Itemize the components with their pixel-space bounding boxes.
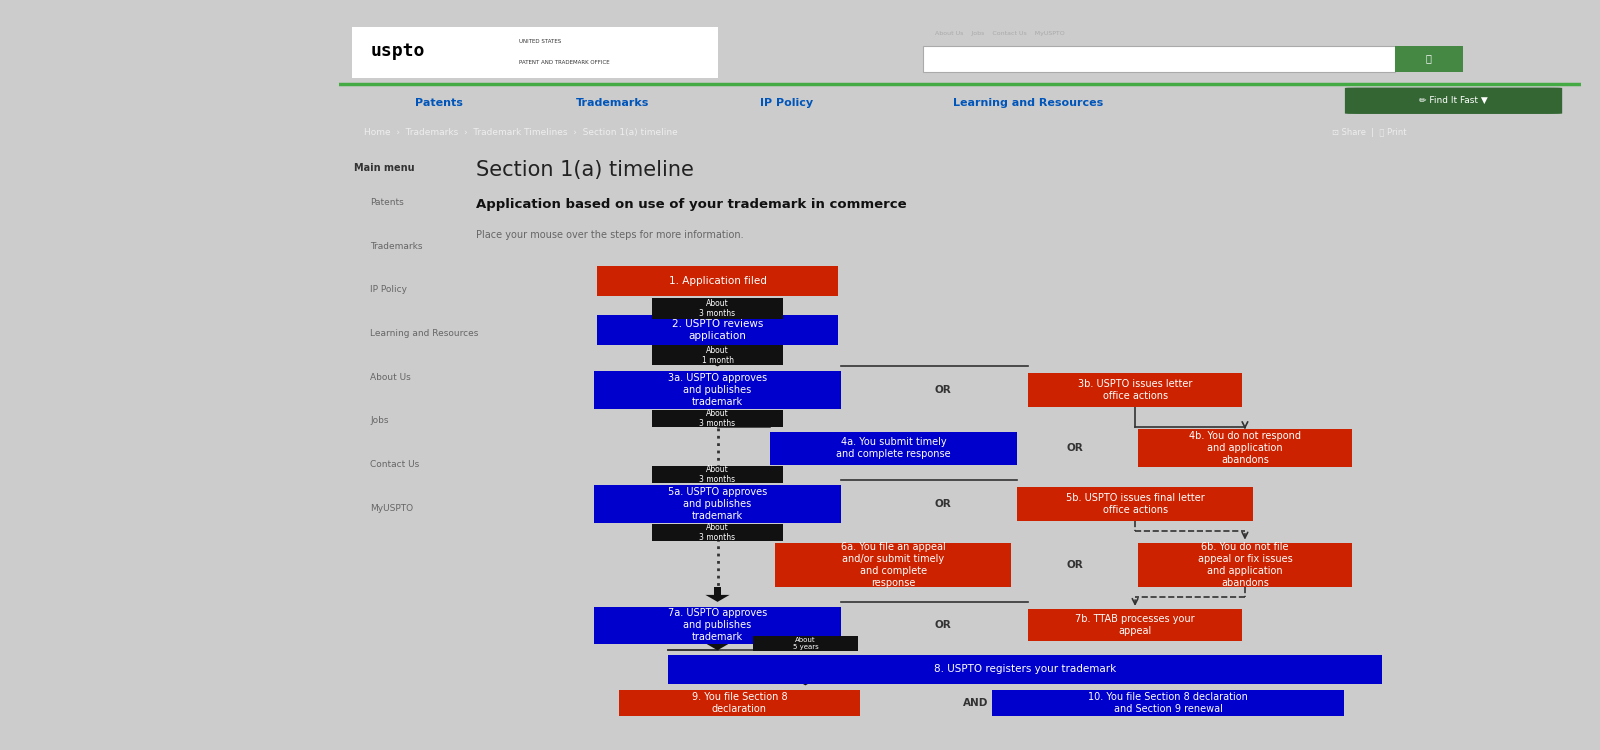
Text: 5b. USPTO issues final letter
office actions: 5b. USPTO issues final letter office act… [1066, 494, 1205, 515]
Text: Trademarks: Trademarks [576, 98, 650, 108]
FancyBboxPatch shape [1138, 542, 1352, 586]
Polygon shape [706, 473, 730, 481]
Text: About Us    Jobs    Contact Us    MyUSPTO: About Us Jobs Contact Us MyUSPTO [934, 31, 1066, 36]
FancyBboxPatch shape [594, 371, 842, 410]
Polygon shape [706, 595, 730, 602]
FancyBboxPatch shape [1027, 609, 1242, 641]
Polygon shape [706, 303, 730, 310]
Text: About
3 months: About 3 months [699, 465, 736, 484]
Text: 4a. You submit timely
and complete response: 4a. You submit timely and complete respo… [837, 437, 950, 459]
FancyBboxPatch shape [776, 542, 1011, 586]
Text: ✏ Find It Fast ▼: ✏ Find It Fast ▼ [1419, 96, 1488, 105]
FancyBboxPatch shape [651, 410, 784, 428]
Text: ⌕: ⌕ [1426, 53, 1430, 64]
Text: 4b. You do not respond
and application
abandons: 4b. You do not respond and application a… [1189, 431, 1301, 465]
Text: About
3 months: About 3 months [699, 409, 736, 428]
FancyBboxPatch shape [597, 266, 838, 296]
Text: Contact Us: Contact Us [370, 460, 419, 469]
FancyBboxPatch shape [594, 607, 842, 644]
Polygon shape [794, 679, 818, 686]
Text: Learning and Resources: Learning and Resources [370, 329, 478, 338]
Text: 10. You file Section 8 declaration
and Section 9 renewal: 10. You file Section 8 declaration and S… [1088, 692, 1248, 714]
Text: IP Policy: IP Policy [370, 286, 408, 295]
Text: OR: OR [1066, 560, 1083, 570]
Text: Place your mouse over the steps for more information.: Place your mouse over the steps for more… [475, 230, 744, 240]
Text: uspto: uspto [370, 42, 424, 60]
Text: AND: AND [963, 698, 989, 708]
Text: 1. Application filed: 1. Application filed [669, 276, 766, 286]
Text: ⊡ Share  |  🖨 Print: ⊡ Share | 🖨 Print [1333, 128, 1406, 137]
Text: 8. USPTO registers your trademark: 8. USPTO registers your trademark [934, 664, 1117, 674]
Text: About
3 months: About 3 months [699, 523, 736, 542]
FancyBboxPatch shape [669, 655, 1382, 684]
Text: OR: OR [934, 386, 950, 395]
Text: Patents: Patents [414, 98, 462, 108]
Text: IP Policy: IP Policy [760, 98, 813, 108]
FancyBboxPatch shape [651, 298, 784, 320]
FancyBboxPatch shape [651, 346, 784, 365]
Text: Trademarks: Trademarks [370, 242, 422, 250]
Text: Application based on use of your trademark in commerce: Application based on use of your tradema… [475, 198, 907, 211]
Polygon shape [706, 644, 730, 650]
FancyBboxPatch shape [1018, 488, 1253, 521]
Text: 6a. You file an appeal
and/or submit timely
and complete
response: 6a. You file an appeal and/or submit tim… [842, 542, 946, 588]
Text: About
1 month: About 1 month [701, 346, 733, 365]
Text: 2. USPTO reviews
application: 2. USPTO reviews application [672, 319, 763, 340]
FancyBboxPatch shape [1027, 374, 1242, 407]
Text: Learning and Resources: Learning and Resources [954, 98, 1104, 108]
FancyBboxPatch shape [619, 690, 861, 715]
Text: About
5 years: About 5 years [792, 637, 818, 650]
Text: OR: OR [1066, 443, 1083, 453]
FancyBboxPatch shape [923, 46, 1395, 72]
Text: PATENT AND TRADEMARK OFFICE: PATENT AND TRADEMARK OFFICE [520, 59, 610, 64]
FancyBboxPatch shape [1138, 429, 1352, 467]
Polygon shape [706, 359, 730, 367]
Text: Home  ›  Trademarks  ›  Trademark Timelines  ›  Section 1(a) timeline: Home › Trademarks › Trademark Timelines … [365, 128, 678, 137]
Text: About
3 months: About 3 months [699, 299, 736, 319]
Text: About Us: About Us [370, 373, 411, 382]
Text: 7b. TTAB processes your
appeal: 7b. TTAB processes your appeal [1075, 614, 1195, 636]
Text: 7a. USPTO approves
and publishes
trademark: 7a. USPTO approves and publishes tradema… [667, 608, 766, 642]
FancyBboxPatch shape [754, 636, 858, 651]
FancyBboxPatch shape [651, 466, 784, 483]
Text: Patents: Patents [370, 198, 403, 207]
Text: Section 1(a) timeline: Section 1(a) timeline [475, 160, 694, 181]
FancyBboxPatch shape [1346, 88, 1562, 114]
FancyBboxPatch shape [770, 431, 1018, 465]
Text: UNITED STATES: UNITED STATES [520, 39, 562, 44]
Text: OR: OR [934, 500, 950, 509]
FancyBboxPatch shape [714, 586, 722, 595]
FancyBboxPatch shape [597, 314, 838, 345]
Polygon shape [706, 420, 730, 427]
Text: OR: OR [934, 620, 950, 630]
FancyBboxPatch shape [651, 524, 784, 542]
Text: 3b. USPTO issues letter
office actions: 3b. USPTO issues letter office actions [1078, 380, 1192, 401]
FancyBboxPatch shape [992, 690, 1344, 715]
FancyBboxPatch shape [1395, 46, 1462, 72]
Text: Jobs: Jobs [370, 416, 389, 425]
Text: 3a. USPTO approves
and publishes
trademark: 3a. USPTO approves and publishes tradema… [667, 374, 766, 407]
Text: 6b. You do not file
appeal or fix issues
and application
abandons: 6b. You do not file appeal or fix issues… [1197, 542, 1293, 588]
FancyBboxPatch shape [352, 27, 718, 78]
Text: Main menu: Main menu [354, 164, 414, 173]
Text: 9. You file Section 8
declaration: 9. You file Section 8 declaration [691, 692, 787, 714]
Text: 5a. USPTO approves
and publishes
trademark: 5a. USPTO approves and publishes tradema… [667, 488, 766, 521]
FancyBboxPatch shape [594, 485, 842, 524]
Text: MyUSPTO: MyUSPTO [370, 503, 413, 512]
Polygon shape [706, 531, 730, 538]
